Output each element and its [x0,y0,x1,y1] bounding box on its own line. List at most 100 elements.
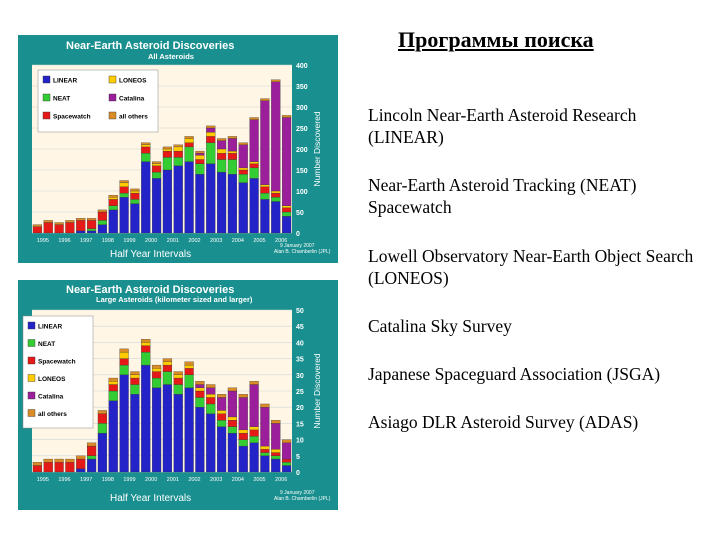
bar-segment [130,394,140,473]
bar-segment [108,384,118,392]
bar-segment [65,222,75,234]
chart-title: Near-Earth Asteroid Discoveries [66,40,234,52]
bar-segment [76,218,86,221]
credit-date: 9 January 2007 [280,490,315,496]
y-tick-label: 0 [296,470,300,477]
bar-segment [227,136,238,139]
bar-segment [162,150,173,158]
bar-segment [65,462,75,473]
bar-segment [162,364,173,372]
bar-segment [108,195,118,198]
legend-label: Spacewatch [53,114,91,121]
bar-segment [238,432,248,440]
x-tick-label: 2004 [232,238,244,244]
bar-segment [260,452,270,456]
bar-segment [206,163,216,234]
bar-segment [238,429,248,434]
bar-segment [97,224,108,234]
y-tick-label: 250 [296,126,308,133]
bar-segment [271,79,281,82]
bar-segment [195,384,205,388]
bar-segment [271,452,281,456]
bar-segment [184,142,194,148]
bar-segment [216,138,227,141]
program-list: Lincoln Near-Earth Asteroid Research (LI… [368,104,713,433]
x-tick-label: 2000 [145,238,157,244]
bar-segment [260,445,270,450]
y-tick-label: 45 [296,324,304,331]
x-tick-label: 1998 [102,238,114,244]
bar-segment [173,150,183,158]
bar-segment [54,462,64,473]
y-tick-label: 300 [296,105,308,112]
x-tick-label: 1995 [37,477,49,483]
bar-segment [32,226,43,234]
bar-segment [76,220,86,232]
bar-segment [86,228,97,232]
bar-segment [238,169,248,175]
x-tick-label: 2003 [210,477,222,483]
bar-segment [281,115,292,118]
bar-segment [162,169,173,234]
bar-segment [141,339,151,343]
bar-segment [249,384,259,427]
bar-segment [206,394,216,398]
y-tick-label: 35 [296,357,304,364]
bar-segment [184,161,194,234]
bar-segment [108,199,118,206]
bar-segment [260,184,270,187]
bar-segment [271,192,281,198]
bar-segment [108,390,118,401]
x-tick-label: 1995 [37,238,49,244]
bar-segment [173,384,183,395]
bar-segment [151,161,162,164]
legend-label: all others [119,114,148,121]
legend-label: LINEAR [38,324,63,331]
x-tick-label: 2001 [167,477,179,483]
bar-segment [260,403,270,408]
bar-segment [130,190,140,194]
y-axis-label: Number Discovered [312,353,322,428]
bar-segment [130,188,140,192]
bar-segment [249,178,259,234]
bar-segment [151,368,162,372]
y-axis-label: Number Discovered [312,111,322,186]
bar-segment [271,458,281,473]
bar-segment [86,455,97,460]
bar-segment [119,348,129,353]
bar-segment [271,455,281,460]
bar-segment [184,136,194,139]
x-tick-label: 2001 [167,238,179,244]
bar-segment [206,384,216,388]
bar-segment [249,381,259,385]
y-tick-label: 5 [296,454,300,461]
legend-swatch [42,75,51,84]
bar-segment [260,98,270,101]
bar-segment [260,199,270,234]
y-tick-label: 25 [296,389,304,396]
bar-segment [216,148,227,154]
bar-segment [238,445,248,473]
chart-large-asteroids: Near-Earth Asteroid Discoveries Large Ast… [18,280,338,510]
bar-segment [151,364,162,369]
bar-segment [227,387,238,392]
bar-segment [249,442,259,473]
bar-segment [151,163,162,166]
bar-segment [97,220,108,225]
x-tick-label: 1996 [58,238,70,244]
bar-segment [238,174,248,183]
bar-segment [206,413,216,473]
bar-segment [227,390,238,418]
legend-swatch [27,391,36,400]
bar-segment [238,439,248,447]
bar-segment [141,364,151,473]
bar-segment [195,150,205,154]
y-tick-label: 30 [296,373,304,380]
bar-segment [130,374,140,379]
bar-segment [54,458,64,463]
bar-segment [173,144,183,148]
bar-segment [281,462,292,466]
bar-segment [216,140,227,150]
bar-segment [281,207,292,213]
